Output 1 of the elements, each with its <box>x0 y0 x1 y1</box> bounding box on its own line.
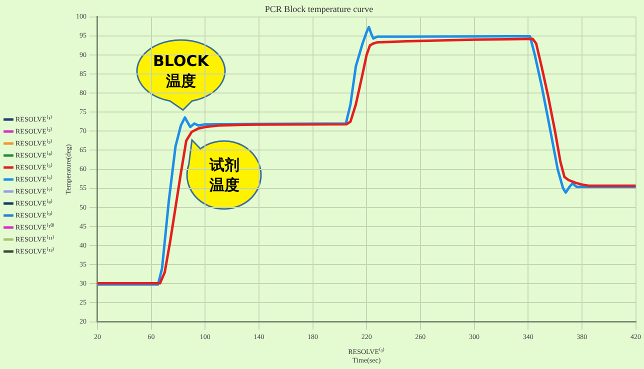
chart-title: PCR Block temperature curve <box>264 4 374 14</box>
